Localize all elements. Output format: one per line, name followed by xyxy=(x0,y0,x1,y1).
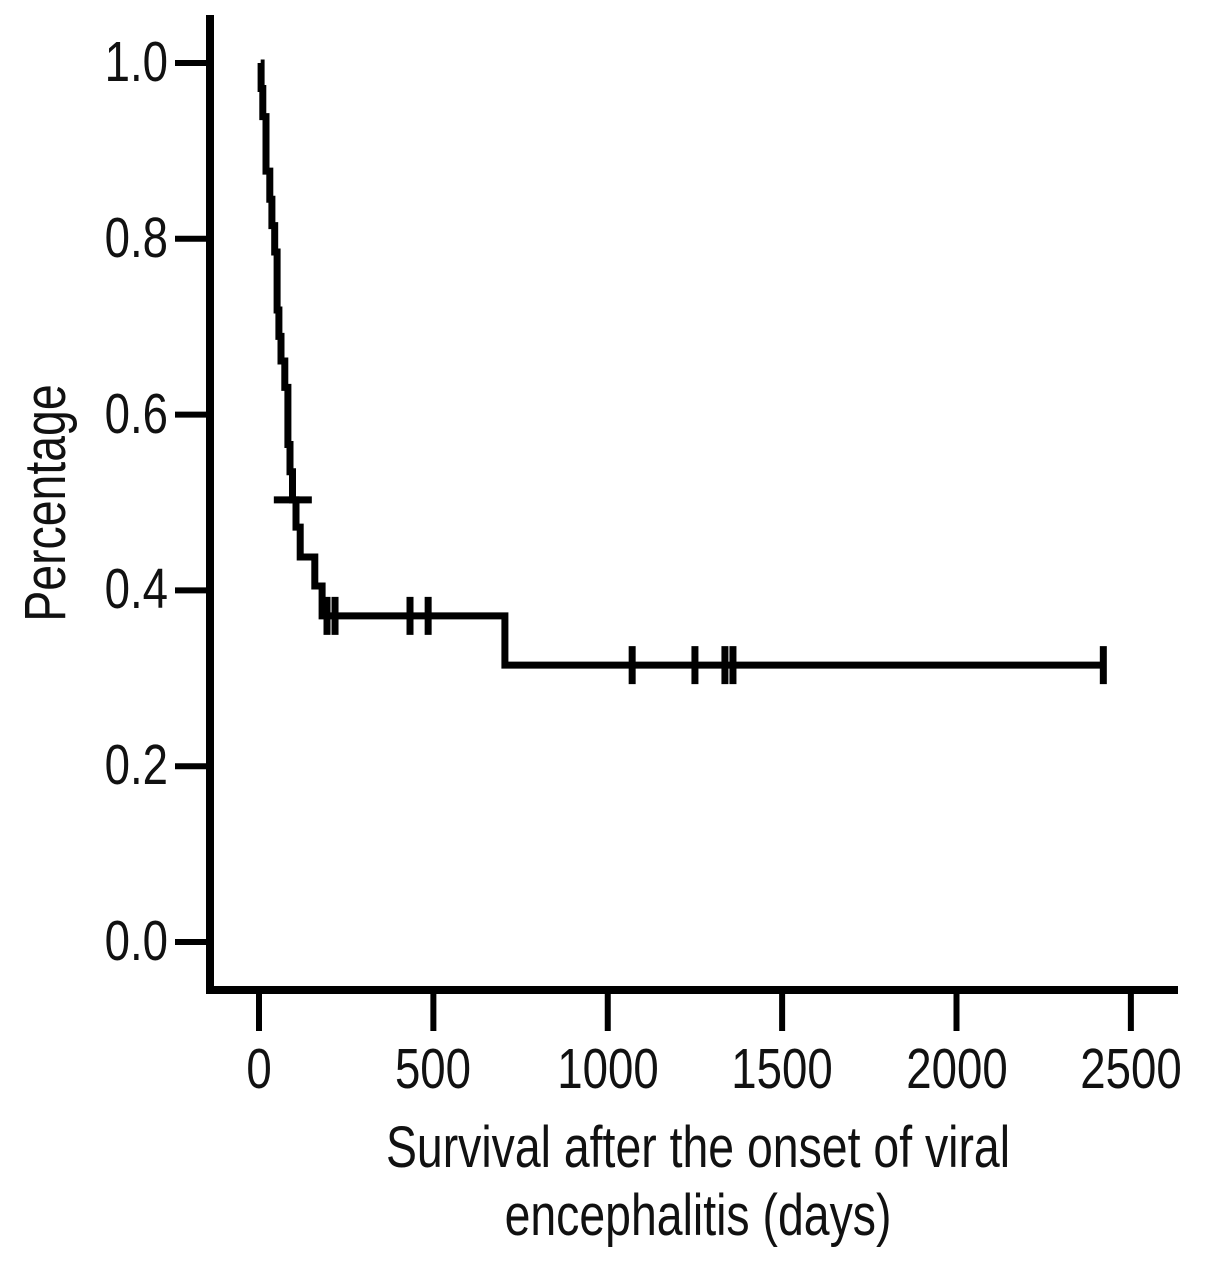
y-tick-label: 0.6 xyxy=(104,381,168,446)
x-axis-title-line1: Survival after the onset of viral xyxy=(385,1115,1011,1180)
x-tick-label: 1500 xyxy=(731,1037,833,1101)
y-tick-label: 0.0 xyxy=(104,909,168,973)
x-tick-label: 2500 xyxy=(1080,1037,1182,1101)
x-tick-label: 500 xyxy=(395,1037,472,1101)
y-axis-title: Percentage xyxy=(13,384,78,622)
x-axis-title: Survival after the onset of viral enceph… xyxy=(298,1114,1098,1250)
y-tick-label: 0.8 xyxy=(104,205,168,270)
y-tick-label: 0.2 xyxy=(104,733,168,798)
x-axis-title-line2: encephalitis (days) xyxy=(504,1183,892,1248)
y-tick-label: 1.0 xyxy=(104,30,168,94)
x-tick-label: 1000 xyxy=(557,1037,659,1101)
x-tick-label: 0 xyxy=(246,1037,272,1101)
survival-curve xyxy=(257,59,1104,669)
x-tick-label: 2000 xyxy=(905,1037,1008,1101)
y-tick-label: 0.4 xyxy=(104,557,168,622)
